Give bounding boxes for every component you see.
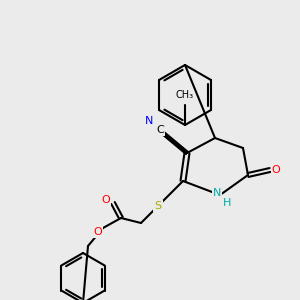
Text: CH₃: CH₃	[176, 90, 194, 100]
Text: O: O	[94, 227, 102, 237]
Text: O: O	[102, 195, 110, 205]
Text: S: S	[154, 201, 162, 211]
Text: C: C	[156, 125, 164, 135]
Text: H: H	[223, 198, 231, 208]
Text: N: N	[145, 116, 153, 126]
Text: O: O	[272, 165, 280, 175]
Text: N: N	[213, 188, 221, 198]
